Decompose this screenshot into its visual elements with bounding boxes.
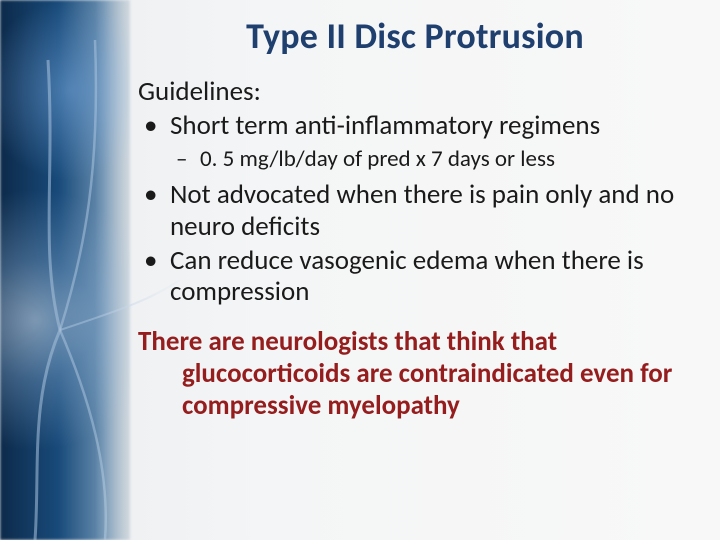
slide-title: Type II Disc Protrusion [120,14,710,58]
bullet-item: Not advocated when there is pain only an… [166,179,710,243]
closing-statement: There are neurologists that think that g… [138,326,710,422]
bullet-list-level1: Short term anti-inflammatory regimens 0.… [138,110,710,308]
guidelines-label: Guidelines: [138,76,710,108]
slide-content: Type II Disc Protrusion Guidelines: Shor… [120,14,710,422]
bullet-text: Short term anti-inflammatory regimens [170,109,600,142]
sub-bullet-text: 0. 5 mg/lb/day of pred x 7 days or less [200,145,555,173]
sub-bullet-item: 0. 5 mg/lb/day of pred x 7 days or less [200,146,710,173]
bullet-item: Short term anti-inflammatory regimens 0.… [166,110,710,173]
bullet-text: Not advocated when there is pain only an… [170,178,674,243]
bullet-item: Can reduce vasogenic edema when there is… [166,245,710,309]
bullet-text: Can reduce vasogenic edema when there is… [170,244,644,309]
bullet-list-level2: 0. 5 mg/lb/day of pred x 7 days or less [170,146,710,173]
